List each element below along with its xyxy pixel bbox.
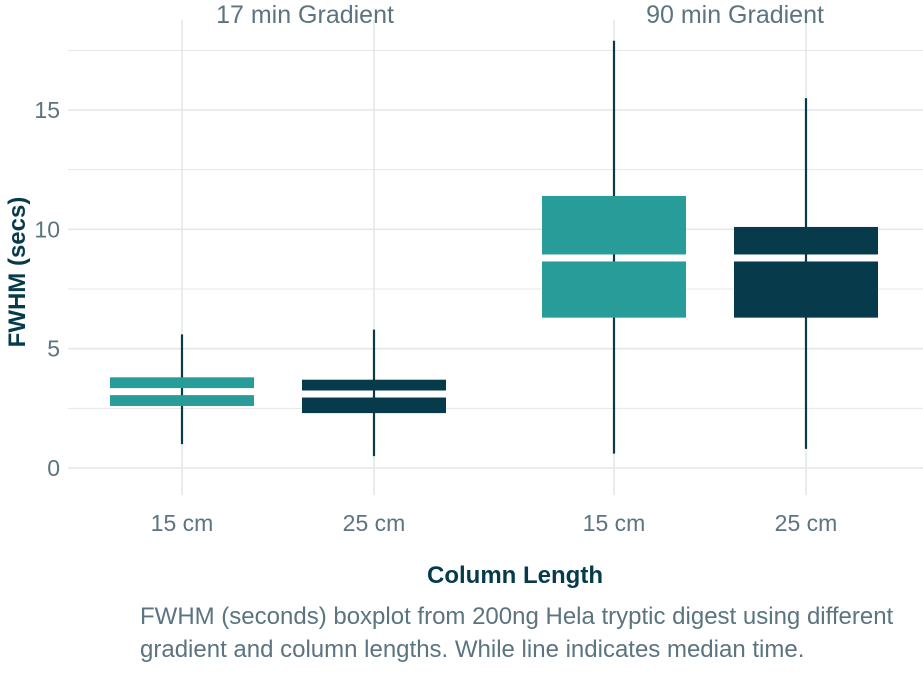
y-tick-label: 0 bbox=[47, 455, 60, 481]
x-axis-title: Column Length bbox=[427, 562, 603, 589]
boxes bbox=[110, 40, 878, 457]
facet-title: 17 min Gradient bbox=[216, 1, 394, 29]
x-tick-label: 15 cm bbox=[151, 510, 214, 536]
box-upper bbox=[734, 226, 878, 255]
y-tick-label: 10 bbox=[34, 216, 60, 242]
box-lower bbox=[110, 395, 254, 406]
facet-title: 90 min Gradient bbox=[646, 1, 824, 29]
x-tick-label: 25 cm bbox=[343, 510, 406, 536]
box-upper bbox=[542, 195, 686, 255]
boxplot-chart: 0 5 10 15 17 min Gradient 90 min Gradient 15… bbox=[4, 1, 923, 589]
box-lower bbox=[302, 397, 446, 414]
x-tick-label: 25 cm bbox=[775, 510, 838, 536]
facet-titles: 17 min Gradient 90 min Gradient bbox=[216, 1, 824, 29]
box-upper bbox=[302, 379, 446, 391]
y-axis: 0 5 10 15 bbox=[34, 97, 60, 481]
x-axis: 15 cm 25 cm 15 cm 25 cm bbox=[151, 510, 838, 536]
figure-caption: FWHM (seconds) boxplot from 200ng Hela t… bbox=[140, 603, 894, 663]
x-tick-label: 15 cm bbox=[583, 510, 646, 536]
box-upper bbox=[110, 377, 254, 389]
gridlines bbox=[68, 20, 923, 495]
y-tick-label: 15 bbox=[34, 97, 60, 123]
box-lower bbox=[734, 261, 878, 318]
y-axis-title: FWHM (secs) bbox=[4, 197, 31, 348]
y-tick-label: 5 bbox=[47, 336, 60, 362]
box-lower bbox=[542, 261, 686, 318]
